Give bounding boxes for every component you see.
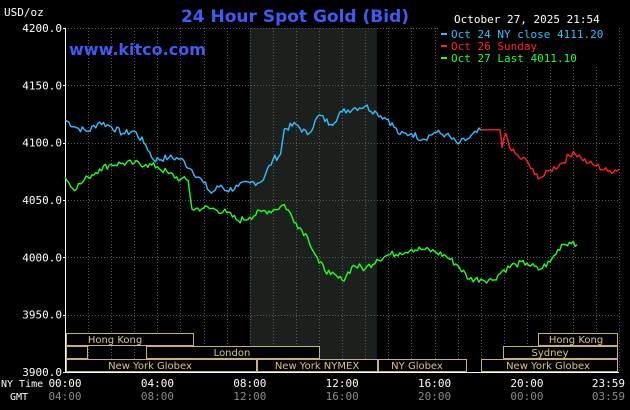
x-tick-ny-label: 12:00 <box>326 377 359 390</box>
trading-sessions: Hong Kong London New York Globex New Yor… <box>66 333 618 372</box>
y-tick-label: 4050.0 <box>22 194 62 207</box>
x-tick-ny-label: 04:00 <box>141 377 174 390</box>
x-tick-gmt-label: 08:00 <box>141 390 174 403</box>
x-tick-ny-label: 08:00 <box>233 377 266 390</box>
y-tick-label: 3950.0 <box>22 309 62 322</box>
session-hong-kong-2: Hong Kong <box>549 335 603 346</box>
x-axis-gmt-label: GMT <box>10 392 28 403</box>
x-axis-ny-time-label: NY Time <box>1 379 43 390</box>
session-ny-nymex: New York NYMEX <box>275 361 360 372</box>
y-tick-label: 4000.0 <box>22 251 62 264</box>
x-tick-gmt-label: 00:00 <box>510 390 543 403</box>
legend-item-oct24: Oct 24 NY close 4111.20 <box>451 28 603 41</box>
series-line-1 <box>480 129 620 180</box>
x-tick-ny-label: 20:00 <box>510 377 543 390</box>
timestamp: October 27, 2025 21:54 <box>454 13 600 26</box>
x-tick-gmt-label: 04:00 <box>48 390 81 403</box>
legend: Oct 24 NY close 4111.20 Oct 26 Sunday Oc… <box>438 27 619 66</box>
x-tick-gmt-label: 03:59 <box>592 390 625 403</box>
y-tick-label: 4150.0 <box>22 79 62 92</box>
x-tick-gmt-label: 12:00 <box>233 390 266 403</box>
x-tick-ny-label: 16:00 <box>418 377 451 390</box>
x-tick-gmt-label: 16:00 <box>326 390 359 403</box>
watermark: www.kitco.com <box>69 40 206 59</box>
series-lines <box>64 104 620 284</box>
legend-item-oct27: Oct 27 Last 4011.10 <box>451 52 577 65</box>
x-axis-ticks: 00:0004:0004:0008:0008:0012:0012:0016:00… <box>48 377 625 403</box>
legend-item-oct26: Oct 26 Sunday <box>451 40 537 53</box>
x-tick-gmt-label: 20:00 <box>418 390 451 403</box>
y-unit-label: USD/oz <box>4 6 44 19</box>
session-ny-globex-3: New York Globex <box>506 361 590 372</box>
y-axis-ticks: 4200.0 4150.0 4100.0 4050.0 4000.0 3950.0 3900… <box>22 22 65 379</box>
series-line-0 <box>64 104 482 194</box>
x-tick-ny-label: 23:59 <box>592 377 625 390</box>
session-ny-globex-2: NY Globex <box>391 361 443 372</box>
y-tick-label: 4200.0 <box>22 22 62 35</box>
session-sydney: Sydney <box>531 348 568 359</box>
y-tick-label: 4100.0 <box>22 137 62 150</box>
series-line-2 <box>64 159 578 284</box>
session-hong-kong-1: Hong Kong <box>88 335 142 346</box>
y-tick-label: 3900.0 <box>22 366 62 379</box>
session-ny-globex-1: New York Globex <box>108 361 192 372</box>
x-tick-ny-label: 00:00 <box>48 377 81 390</box>
nymex-session-shade <box>249 28 377 372</box>
chart-title: 24 Hour Spot Gold (Bid) <box>181 7 409 27</box>
session-london: London <box>214 348 251 359</box>
